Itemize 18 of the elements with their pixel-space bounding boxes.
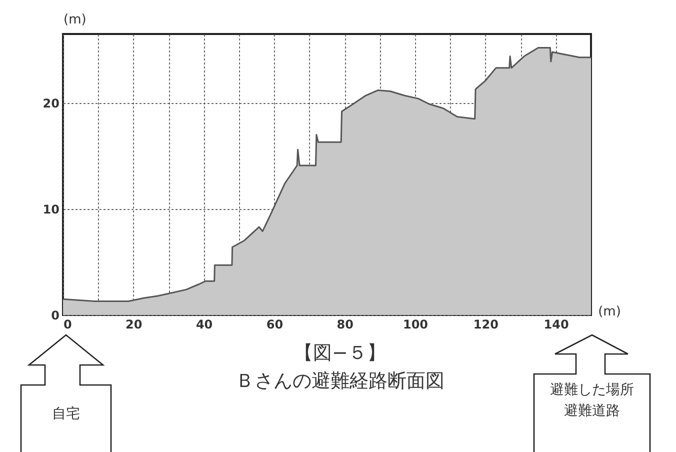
x-tick-label: 0 — [64, 318, 72, 332]
y-tick-label: 10 — [42, 202, 60, 216]
x-tick-label: 20 — [126, 318, 142, 332]
y-axis-title: (m) — [64, 12, 86, 28]
text: Ｂさんの避難経路断面図 — [234, 369, 446, 394]
text: 避難した場所 — [549, 381, 635, 400]
y-tick-label: 20 — [42, 96, 60, 110]
x-tick-label: 40 — [196, 318, 213, 332]
y-tick-label: 0 — [51, 308, 60, 322]
x-tick-label: 60 — [266, 318, 284, 332]
x-tick-label: 140 — [544, 318, 569, 332]
x-axis-title: (m) — [598, 304, 621, 320]
text: 【図−５】 — [293, 341, 387, 366]
x-tick-label: 80 — [336, 318, 354, 332]
x-tick-label: 120 — [473, 318, 498, 332]
text: 避難道路 — [563, 402, 621, 421]
text: 自宅 — [51, 405, 81, 424]
x-tick-label: 100 — [402, 318, 428, 332]
